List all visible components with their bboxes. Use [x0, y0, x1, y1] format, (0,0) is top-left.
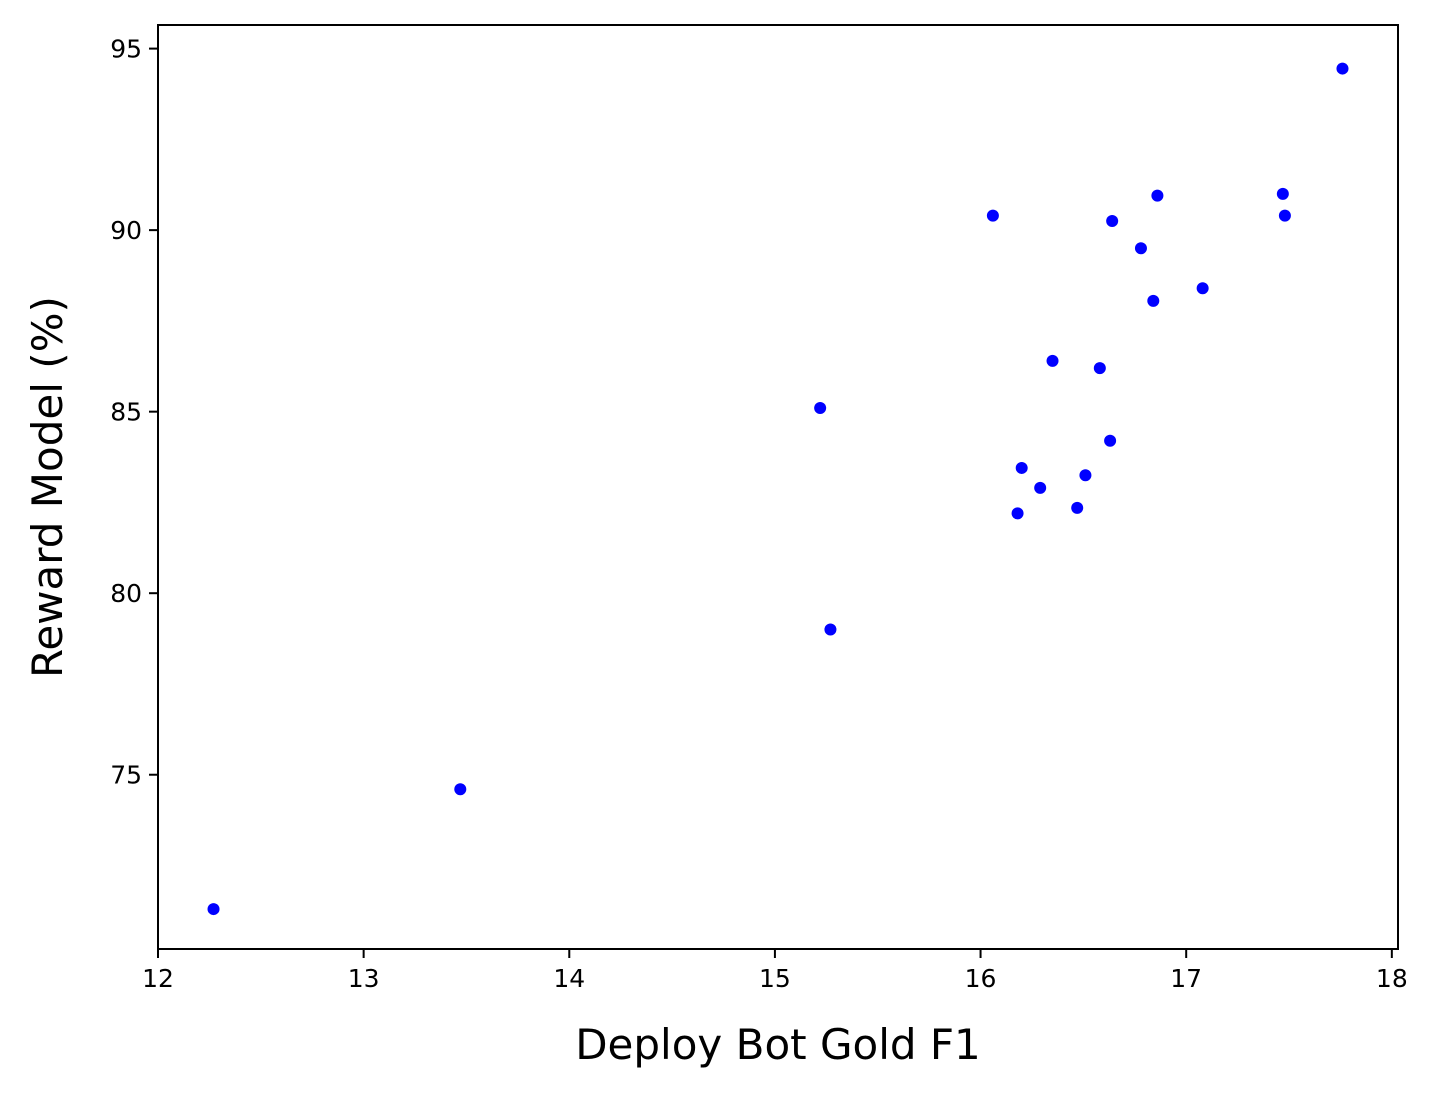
x-tick-label: 15 [759, 964, 791, 993]
x-tick-label: 12 [142, 964, 174, 993]
data-point [1106, 215, 1119, 228]
y-tick-label: 90 [110, 216, 142, 245]
data-point [1336, 62, 1349, 75]
plot-frame [157, 24, 1399, 950]
data-point [1147, 294, 1160, 307]
data-point [1071, 501, 1084, 514]
plot-background [158, 25, 1398, 949]
data-point [1104, 434, 1117, 447]
data-points [207, 62, 1349, 916]
y-tick-label: 85 [110, 398, 142, 427]
y-axis-title: Reward Model (%) [23, 296, 72, 678]
y-tick-label: 95 [110, 35, 142, 64]
x-tick-label: 13 [348, 964, 380, 993]
x-tick-label: 16 [965, 964, 997, 993]
data-point [1151, 189, 1164, 202]
data-point [1276, 187, 1289, 200]
data-point [1015, 461, 1028, 474]
data-point [1278, 209, 1291, 222]
y-tick-label: 75 [110, 761, 142, 790]
x-tick-label: 17 [1170, 964, 1202, 993]
data-point [207, 903, 220, 916]
x-axis-title: Deploy Bot Gold F1 [575, 1020, 981, 1069]
data-point [1046, 354, 1059, 367]
data-point [1011, 507, 1024, 520]
data-point [1093, 362, 1106, 375]
data-point [986, 209, 999, 222]
data-point [814, 402, 827, 415]
data-point [1134, 242, 1147, 255]
y-tick-label: 80 [110, 579, 142, 608]
x-tick-label: 14 [553, 964, 585, 993]
data-point [1034, 481, 1047, 494]
data-point [454, 783, 467, 796]
data-point [1196, 282, 1209, 295]
data-point [1079, 469, 1092, 482]
axis-ticks: 12 13 14 15 16 17 18 75 80 85 90 95 [110, 35, 1408, 993]
x-tick-label: 18 [1376, 964, 1408, 993]
data-point [824, 623, 837, 636]
